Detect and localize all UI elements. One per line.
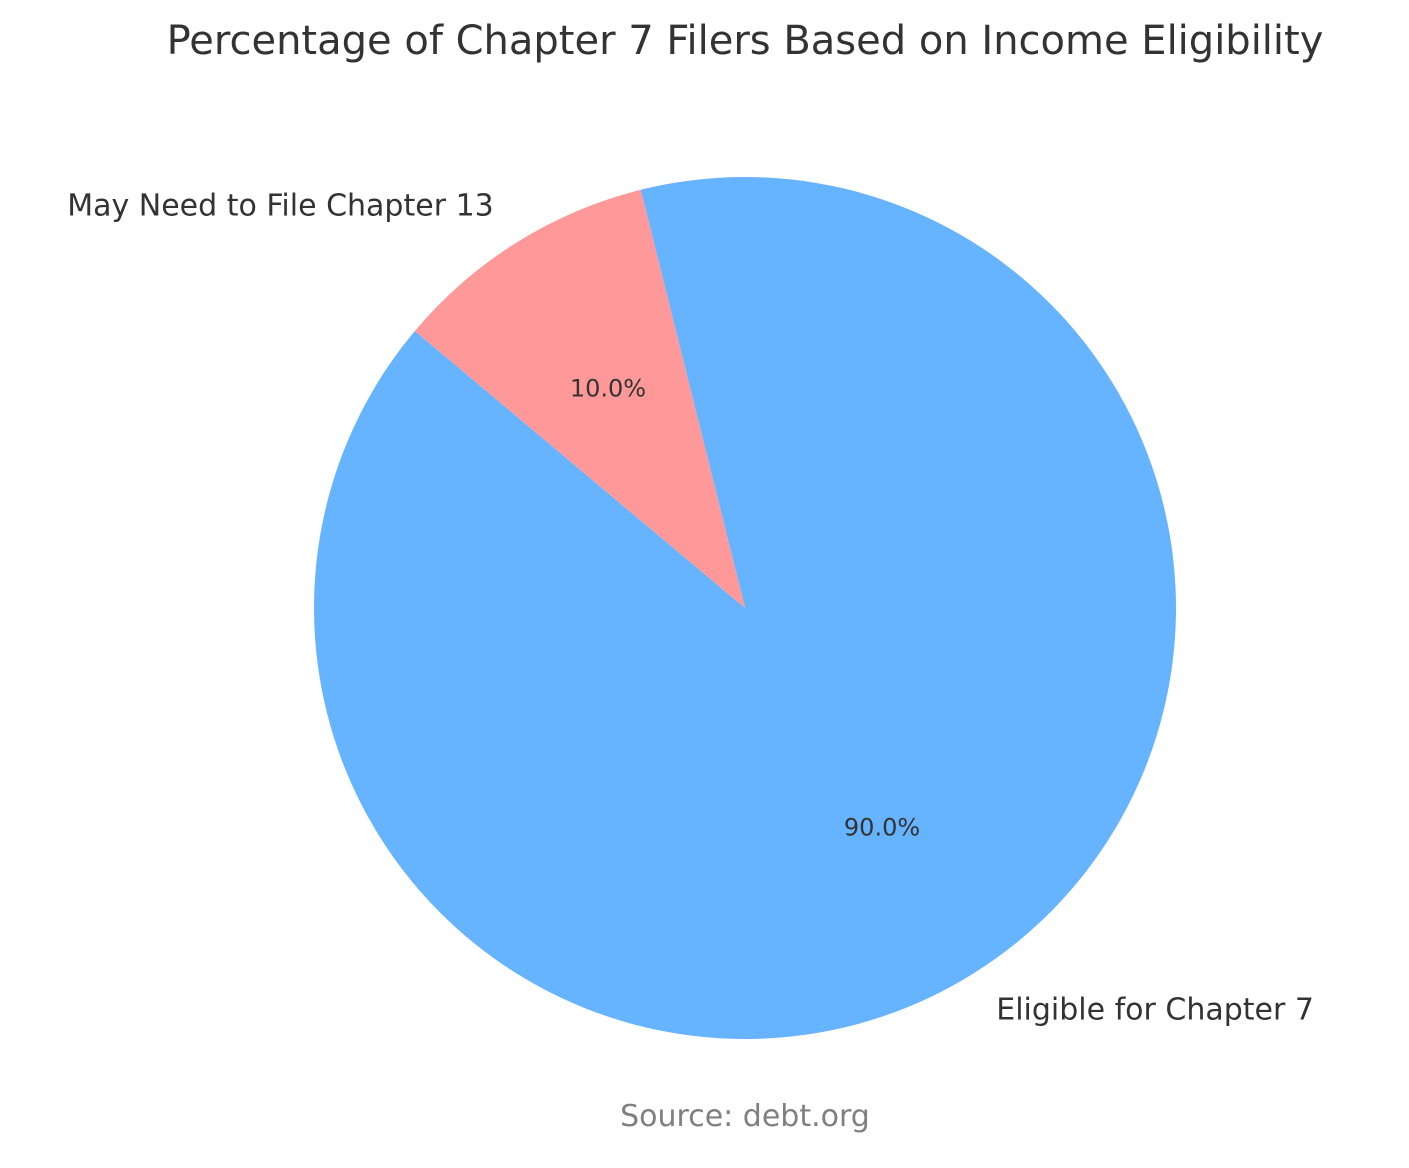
pie-percent-label-1: 90.0% — [844, 813, 920, 841]
chart-title: Percentage of Chapter 7 Filers Based on … — [167, 18, 1324, 64]
pie-category-label-1: Eligible for Chapter 7 — [996, 993, 1314, 1028]
pie-slice-1 — [313, 176, 1176, 1039]
pie-slices — [313, 176, 1176, 1039]
pie-category-label-2: May Need to File Chapter 13 — [67, 188, 494, 223]
source-note: Source: debt.org — [620, 1099, 870, 1134]
pie-percent-label-2: 10.0% — [570, 375, 646, 403]
pie-slice-2 — [414, 189, 745, 608]
pie-labels: 90.0% Eligible for Chapter 7 10.0% May Need… — [67, 188, 1314, 1027]
